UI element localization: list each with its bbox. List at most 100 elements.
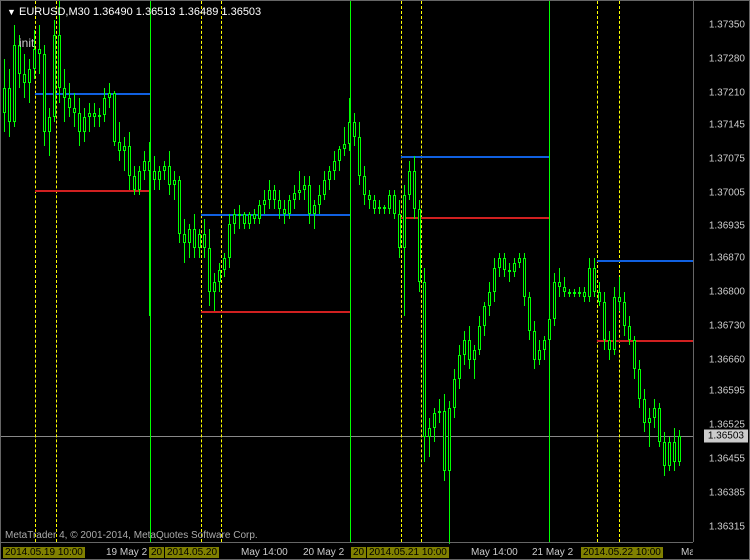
day-separator-green: [549, 1, 550, 542]
session-marker-yellow: [597, 1, 598, 542]
candle-body: [53, 35, 56, 117]
candle-body: [198, 234, 201, 249]
y-tick-label: 1.37350: [709, 20, 745, 31]
candle-body: [423, 282, 426, 437]
candle-body: [623, 302, 626, 326]
candle-wick: [124, 137, 125, 171]
candle-body: [3, 88, 6, 112]
session-marker-yellow: [221, 1, 222, 542]
candle-body: [123, 146, 126, 151]
candle-body: [128, 146, 131, 175]
red-level-line: [35, 190, 150, 192]
candle-body: [398, 214, 401, 248]
candle-body: [63, 88, 66, 98]
session-marker-yellow: [401, 1, 402, 542]
chart-header: ▼ EURUSD,M30 1.36490 1.36513 1.36489 1.3…: [7, 6, 261, 18]
candle-body: [68, 98, 71, 108]
y-tick-label: 1.37075: [709, 153, 745, 164]
candle-body: [353, 122, 356, 137]
candle-wick: [619, 277, 620, 311]
candle-body: [348, 122, 351, 144]
candle-body: [98, 115, 101, 117]
candle-body: [153, 171, 156, 181]
y-tick-label: 1.36800: [709, 286, 745, 297]
candle-body: [93, 113, 96, 118]
candle-body: [138, 171, 141, 190]
time-axis: 2014.05.19 10:0019 May 2202014.05.20May …: [1, 542, 693, 559]
candle-body: [598, 292, 601, 302]
candle-body: [653, 408, 656, 418]
candle-body: [473, 350, 476, 360]
candle-wick: [369, 190, 370, 209]
chart-window[interactable]: ▼ EURUSD,M30 1.36490 1.36513 1.36489 1.3…: [0, 0, 750, 560]
y-tick-label: 1.37145: [709, 119, 745, 130]
candle-body: [253, 214, 256, 219]
candle-body: [338, 149, 341, 161]
candle-body: [328, 171, 331, 181]
y-tick-label: 1.36935: [709, 221, 745, 232]
candle-body: [283, 209, 286, 214]
candle-body: [438, 411, 441, 413]
candle-body: [428, 428, 431, 438]
candle-body: [233, 214, 236, 224]
y-tick-label: 1.36315: [709, 522, 745, 533]
candle-body: [238, 214, 241, 216]
candle-body: [178, 180, 181, 233]
x-time-label: 2014.05.22 10:00: [581, 547, 663, 558]
session-marker-yellow: [56, 1, 57, 542]
candle-body: [148, 161, 151, 171]
candle-body: [408, 171, 411, 195]
candle-body: [378, 207, 381, 209]
candle-body: [668, 442, 671, 466]
candle-body: [343, 144, 346, 149]
candle-wick: [509, 263, 510, 282]
candle-body: [143, 161, 146, 171]
candle-body: [333, 161, 336, 171]
candle-body: [288, 200, 291, 215]
candle-body: [83, 117, 86, 132]
session-marker-yellow: [201, 1, 202, 542]
price-plot-area[interactable]: [1, 1, 693, 542]
candle-body: [468, 340, 471, 359]
footer-copyright: MetaTrader 4, © 2001-2014, MetaQuotes So…: [5, 530, 258, 541]
candle-body: [573, 292, 576, 294]
candle-body: [373, 200, 376, 210]
candle-body: [13, 45, 16, 123]
candle-body: [418, 209, 421, 282]
day-separator-green: [350, 1, 351, 542]
candle-body: [508, 270, 511, 272]
dropdown-arrow-icon: ▼: [7, 7, 16, 17]
candle-body: [498, 258, 501, 268]
candle-body: [478, 326, 481, 350]
y-tick-label: 1.37210: [709, 88, 745, 99]
candle-body: [363, 176, 366, 195]
indicator-init-label: init: [19, 36, 34, 50]
candle-body: [383, 207, 386, 209]
candle-body: [648, 418, 651, 423]
candle-body: [523, 258, 526, 297]
x-time-label: 21 May 2: [532, 547, 573, 558]
candle-wick: [89, 103, 90, 132]
x-time-label: May 14:00: [471, 547, 518, 558]
candle-body: [643, 399, 646, 423]
candle-body: [533, 331, 536, 360]
candle-body: [493, 268, 496, 292]
candle-body: [78, 113, 81, 132]
candle-body: [403, 195, 406, 248]
x-time-label: May 14:00: [241, 547, 288, 558]
y-tick-label: 1.36595: [709, 386, 745, 397]
candle-body: [203, 234, 206, 249]
candle-body: [543, 340, 546, 350]
candle-body: [103, 98, 106, 115]
candle-body: [393, 195, 396, 214]
y-tick-label: 1.36385: [709, 488, 745, 499]
candle-wick: [649, 408, 650, 447]
candle-wick: [429, 418, 430, 457]
candle-body: [223, 258, 226, 270]
candle-body: [133, 176, 136, 191]
candle-body: [33, 49, 36, 68]
candle-wick: [299, 171, 300, 200]
x-time-label: 20 May 2: [303, 547, 344, 558]
candle-body: [183, 234, 186, 244]
candle-body: [308, 185, 311, 214]
